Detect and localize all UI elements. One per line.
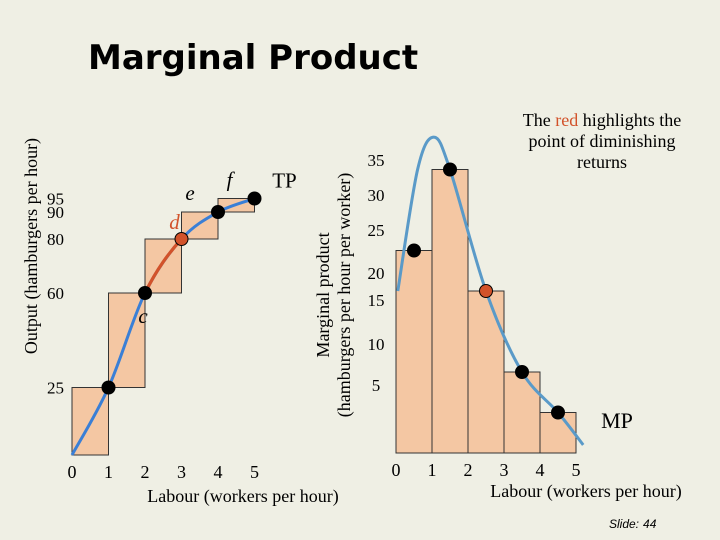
- tp-point-label-e: e: [185, 181, 194, 205]
- mp-y-tick: 35: [368, 151, 385, 170]
- mp-x-tick: 5: [572, 460, 581, 480]
- note-text-pre: The: [522, 110, 556, 130]
- tp-y-tick: 95: [47, 190, 64, 209]
- mp-x-tick: 4: [536, 460, 545, 480]
- slide-label: Slide:: [609, 517, 640, 531]
- mp-series-label: MP: [601, 408, 633, 433]
- mp-point-diminishing: [479, 284, 493, 298]
- mp-x-tick: 0: [392, 460, 401, 480]
- mp-x-tick: 2: [464, 460, 473, 480]
- tp-point-label-d: d: [169, 210, 180, 234]
- note-highlight-word: red: [555, 110, 579, 130]
- mp-y-tick: 5: [372, 376, 381, 395]
- mp-y-tick: 30: [368, 186, 385, 205]
- tp-y-label: Output (hamburgers per hour): [21, 138, 42, 354]
- mp-bar: [467, 290, 505, 454]
- tp-point-label-c: c: [138, 304, 148, 328]
- mp-y-tick: 15: [368, 291, 385, 310]
- marginal-product-chart: 0 1 2 3 4 5 5 10 15 20 25 30 35 Labour (workers per h…: [313, 135, 682, 502]
- mp-bar: [395, 250, 433, 454]
- note-text-post: highlights the point of diminishing retu…: [528, 110, 682, 172]
- tp-point: [211, 205, 225, 219]
- diminishing-returns-note: The red highlights the point of diminish…: [512, 110, 692, 173]
- mp-y-tick: 20: [368, 264, 385, 283]
- mp-x-tick: 3: [500, 460, 509, 480]
- tp-y-tick: 60: [47, 284, 64, 303]
- tp-point: [247, 191, 262, 206]
- mp-x-tick: 1: [428, 460, 437, 480]
- slide-title: Marginal Product: [88, 38, 419, 78]
- mp-point: [551, 405, 565, 420]
- slide-number-value: 44: [643, 517, 657, 531]
- tp-x-tick: 5: [250, 462, 259, 482]
- mp-bar: [503, 371, 541, 454]
- tp-point: [138, 286, 152, 300]
- tp-x-label: Labour (workers per hour): [147, 486, 338, 507]
- tp-point: [101, 380, 116, 395]
- mp-point: [407, 243, 421, 258]
- tp-x-tick: 1: [104, 462, 113, 482]
- mp-y-tick: 25: [368, 221, 385, 240]
- mp-y-tick: 10: [368, 335, 385, 354]
- tp-y-tick: 80: [47, 230, 64, 249]
- mp-y-label: Marginal product(hamburgers per hour per…: [313, 173, 355, 418]
- tp-y-tick: 90: [47, 203, 64, 222]
- tp-x-tick: 2: [141, 462, 150, 482]
- tp-series-label: TP: [272, 169, 297, 193]
- tp-x-tick: 3: [177, 462, 186, 482]
- mp-x-label: Labour (workers per hour): [490, 481, 681, 502]
- tp-x-tick: 0: [68, 462, 77, 482]
- tp-point-label-f: f: [227, 168, 236, 192]
- mp-y-label-line1: Marginal product: [313, 232, 333, 357]
- slide-number: Slide: 44: [605, 517, 656, 531]
- mp-y-label-line2: (hamburgers per hour per worker): [334, 173, 355, 418]
- tp-y-tick: 25: [47, 379, 64, 398]
- tp-x-tick: 4: [214, 462, 223, 482]
- mp-point: [515, 365, 529, 379]
- tp-point-diminishing: [174, 232, 189, 246]
- mp-curve: [396, 135, 585, 446]
- mp-point: [443, 162, 457, 177]
